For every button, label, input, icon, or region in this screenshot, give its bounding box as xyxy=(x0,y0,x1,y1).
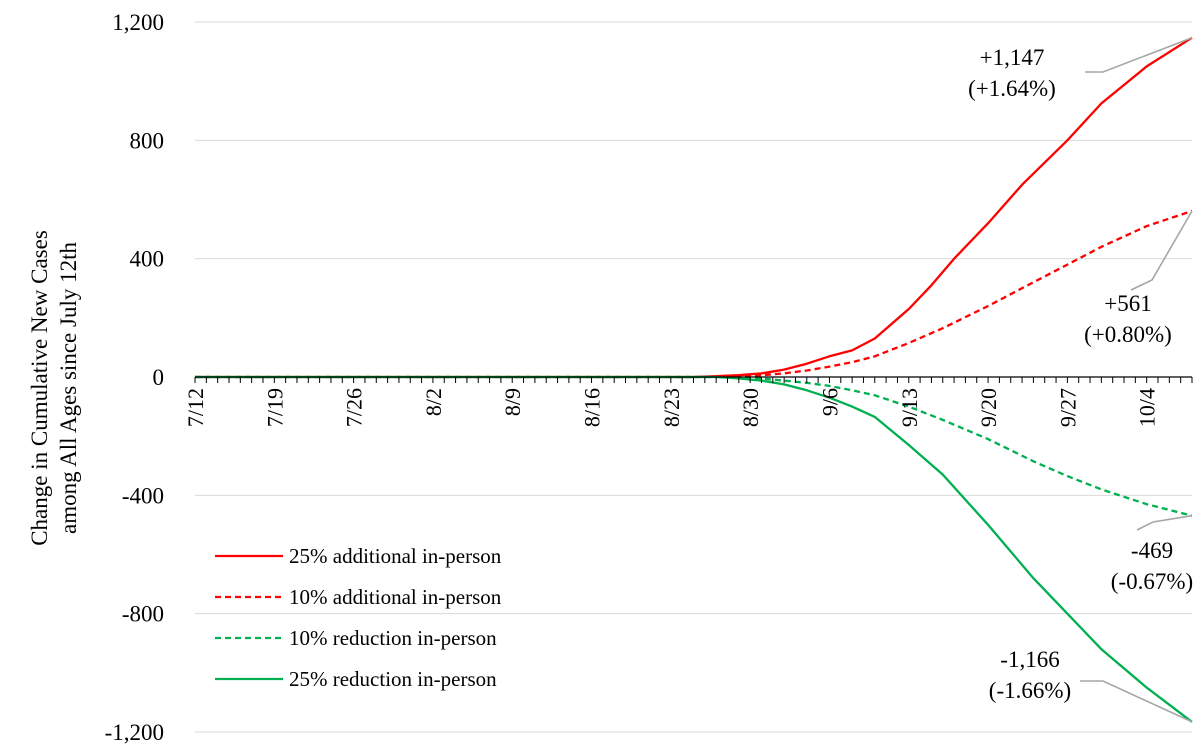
x-tick-label: 9/13 xyxy=(897,388,922,427)
annotation-label: (-0.67%) xyxy=(1111,569,1193,594)
x-tick-label: 8/30 xyxy=(738,388,763,427)
x-tick-label: 8/2 xyxy=(421,388,446,416)
series-line-4 xyxy=(195,375,1193,723)
x-tick-label: 8/23 xyxy=(659,388,684,427)
annotation-label: (+0.80%) xyxy=(1084,322,1172,347)
x-axis xyxy=(194,376,1193,383)
x-tick-label: 10/4 xyxy=(1135,388,1160,427)
x-tick-label: 7/12 xyxy=(183,388,208,427)
series-line-2 xyxy=(195,209,1193,379)
legend-label: 25% additional in-person xyxy=(289,544,502,568)
y-tick-label: 400 xyxy=(130,247,165,272)
annotation-label: +1,147 xyxy=(980,45,1045,70)
annotation-label: -1,166 xyxy=(1000,647,1059,672)
legend-label: 10% reduction in-person xyxy=(289,626,497,650)
legend-label: 10% additional in-person xyxy=(289,585,502,609)
y-axis-title: Change in Cumulative New Cases among All… xyxy=(27,230,81,546)
y-tick-label: 1,200 xyxy=(112,10,164,35)
y-axis-ticks: 1,200 800 400 0 -400 -800 -1,200 xyxy=(105,10,164,745)
x-tick-label: 8/9 xyxy=(500,388,525,416)
x-tick-label: 9/27 xyxy=(1055,388,1080,427)
annotation-label: +561 xyxy=(1104,291,1151,316)
annotation-label: (+1.64%) xyxy=(968,76,1056,101)
annotation-leader-line xyxy=(1136,514,1193,531)
y-axis-title-line-2: among All Ages since July 12th xyxy=(56,242,81,534)
x-tick-label: 7/19 xyxy=(262,388,287,427)
legend-label: 25% reduction in-person xyxy=(289,667,497,691)
annotation-label: (-1.66%) xyxy=(989,678,1071,703)
y-tick-label: -400 xyxy=(122,483,164,508)
y-tick-label: 0 xyxy=(153,365,165,390)
series-line-3 xyxy=(195,375,1193,517)
x-tick-label: 9/6 xyxy=(818,388,843,416)
annotation-leader-line xyxy=(1080,680,1193,723)
annotation-leader-line xyxy=(1085,36,1193,73)
y-tick-label: 800 xyxy=(130,128,165,153)
legend: 25% additional in-person 10% additional i… xyxy=(215,544,502,691)
y-tick-label: -800 xyxy=(122,602,164,627)
endpoint-annotations: +1,147 (+1.64%) +561 (+0.80%) -469 (-0.67%) -1… xyxy=(968,36,1193,723)
x-axis-ticks: 7/12 7/19 7/26 8/2 8/9 8/16 8/23 8/30 9/6 9/13 9/2… xyxy=(183,388,1160,427)
y-tick-label: -1,200 xyxy=(105,720,164,745)
y-axis-title-line-1: Change in Cumulative New Cases xyxy=(27,230,52,546)
gridlines xyxy=(195,21,1192,733)
series-lines xyxy=(195,36,1193,723)
x-tick-label: 9/20 xyxy=(976,388,1001,427)
annotation-leader-line xyxy=(1130,210,1193,291)
x-tick-label: 7/26 xyxy=(342,388,367,427)
annotation-label: -469 xyxy=(1131,538,1173,563)
x-tick-label: 8/16 xyxy=(580,388,605,427)
